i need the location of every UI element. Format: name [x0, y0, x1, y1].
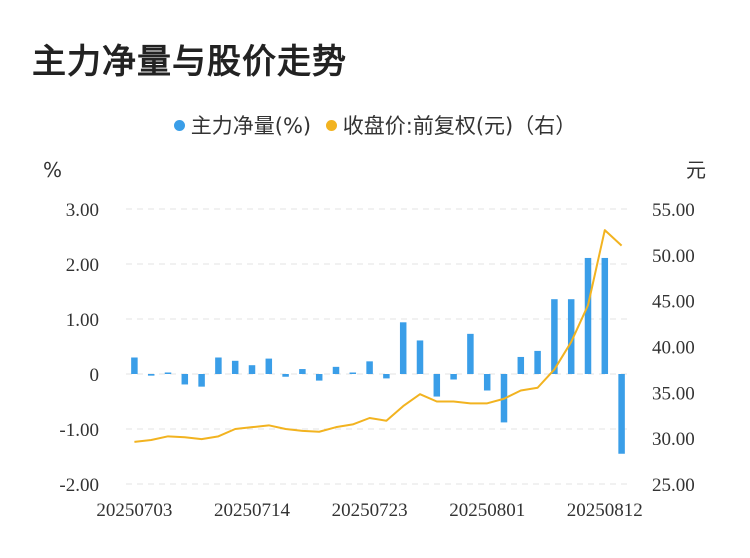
- x-tick-label: 20250812: [567, 500, 643, 521]
- legend-item-close-price[interactable]: 收盘价:前复权(元)（右）: [325, 110, 577, 140]
- net-volume-bar[interactable]: [315, 374, 323, 381]
- net-volume-bar[interactable]: [198, 374, 205, 387]
- net-volume-bar[interactable]: [147, 374, 155, 376]
- legend-net-volume-label: 主力净量(%): [190, 114, 312, 138]
- net-volume-bar[interactable]: [584, 257, 592, 374]
- net-volume-bar[interactable]: [383, 374, 390, 379]
- net-volume-bar[interactable]: [534, 350, 541, 374]
- net-volume-bar[interactable]: [299, 369, 306, 374]
- x-tick-label: 20250723: [332, 500, 408, 521]
- left-tick-label: 1.00: [66, 310, 99, 331]
- left-axis-unit: %: [43, 158, 62, 182]
- x-axis: 20250703 20250714 20250723 20250801 20250812: [96, 500, 642, 521]
- net-volume-bar[interactable]: [399, 322, 407, 374]
- net-volume-bar[interactable]: [332, 366, 340, 374]
- net-volume-bar[interactable]: [215, 357, 222, 375]
- legend-bar-marker-icon: [173, 119, 185, 131]
- net-volume-bar[interactable]: [551, 299, 558, 374]
- net-volume-bar[interactable]: [483, 374, 491, 391]
- net-volume-bar[interactable]: [416, 340, 424, 374]
- right-tick-label: 55.00: [652, 200, 695, 221]
- net-volume-bar[interactable]: [366, 361, 373, 374]
- x-tick-label: 20250801: [449, 500, 525, 521]
- x-tick-label: 20250703: [96, 500, 172, 521]
- chart-title: 主力净量与股价走势: [32, 42, 347, 82]
- net-volume-bar[interactable]: [601, 257, 609, 374]
- left-tick-label: -2.00: [59, 475, 99, 496]
- net-volume-bar[interactable]: [517, 356, 525, 374]
- left-tick-label: -1.00: [59, 420, 99, 441]
- net-volume-bar[interactable]: [282, 374, 289, 377]
- right-tick-label: 40.00: [652, 338, 695, 359]
- net-volume-bar[interactable]: [467, 333, 474, 374]
- right-axis-unit: 元: [686, 158, 706, 182]
- legend-close-price-label: 收盘价:前复权(元)（右）: [342, 114, 577, 138]
- right-tick-label: 25.00: [652, 475, 695, 496]
- net-volume-bar[interactable]: [181, 374, 189, 385]
- bar-series: [131, 257, 625, 454]
- left-tick-label: 2.00: [66, 255, 99, 276]
- left-axis: 3.00 2.00 1.00 0 -1.00 -2.00: [59, 200, 99, 496]
- line-series: [134, 229, 623, 443]
- left-tick-label: 0: [90, 365, 100, 386]
- net-volume-bar[interactable]: [131, 357, 138, 375]
- net-volume-bar[interactable]: [164, 372, 172, 375]
- net-volume-bar[interactable]: [567, 299, 575, 374]
- right-tick-label: 50.00: [652, 246, 695, 267]
- net-volume-bar[interactable]: [618, 374, 625, 454]
- right-axis: 55.00 50.00 45.00 40.00 35.00 30.00 25.00: [652, 200, 695, 496]
- net-volume-bar[interactable]: [265, 358, 273, 374]
- right-tick-label: 35.00: [652, 383, 695, 404]
- right-tick-label: 45.00: [652, 292, 695, 313]
- net-volume-bar[interactable]: [231, 360, 239, 374]
- left-tick-label: 3.00: [66, 200, 99, 221]
- close-price-line[interactable]: [134, 229, 623, 443]
- net-volume-bar[interactable]: [349, 372, 357, 375]
- net-volume-bar[interactable]: [433, 374, 441, 397]
- legend-line-marker-icon: [325, 119, 337, 131]
- legend-item-net-volume[interactable]: 主力净量(%): [173, 110, 312, 140]
- x-tick-label: 20250714: [214, 500, 291, 521]
- right-tick-label: 30.00: [652, 429, 695, 450]
- net-volume-bar[interactable]: [248, 365, 256, 374]
- legend: 主力净量(%) 收盘价:前复权(元)（右）: [0, 110, 750, 140]
- net-volume-bar[interactable]: [450, 374, 457, 380]
- grid-lines: [126, 208, 630, 485]
